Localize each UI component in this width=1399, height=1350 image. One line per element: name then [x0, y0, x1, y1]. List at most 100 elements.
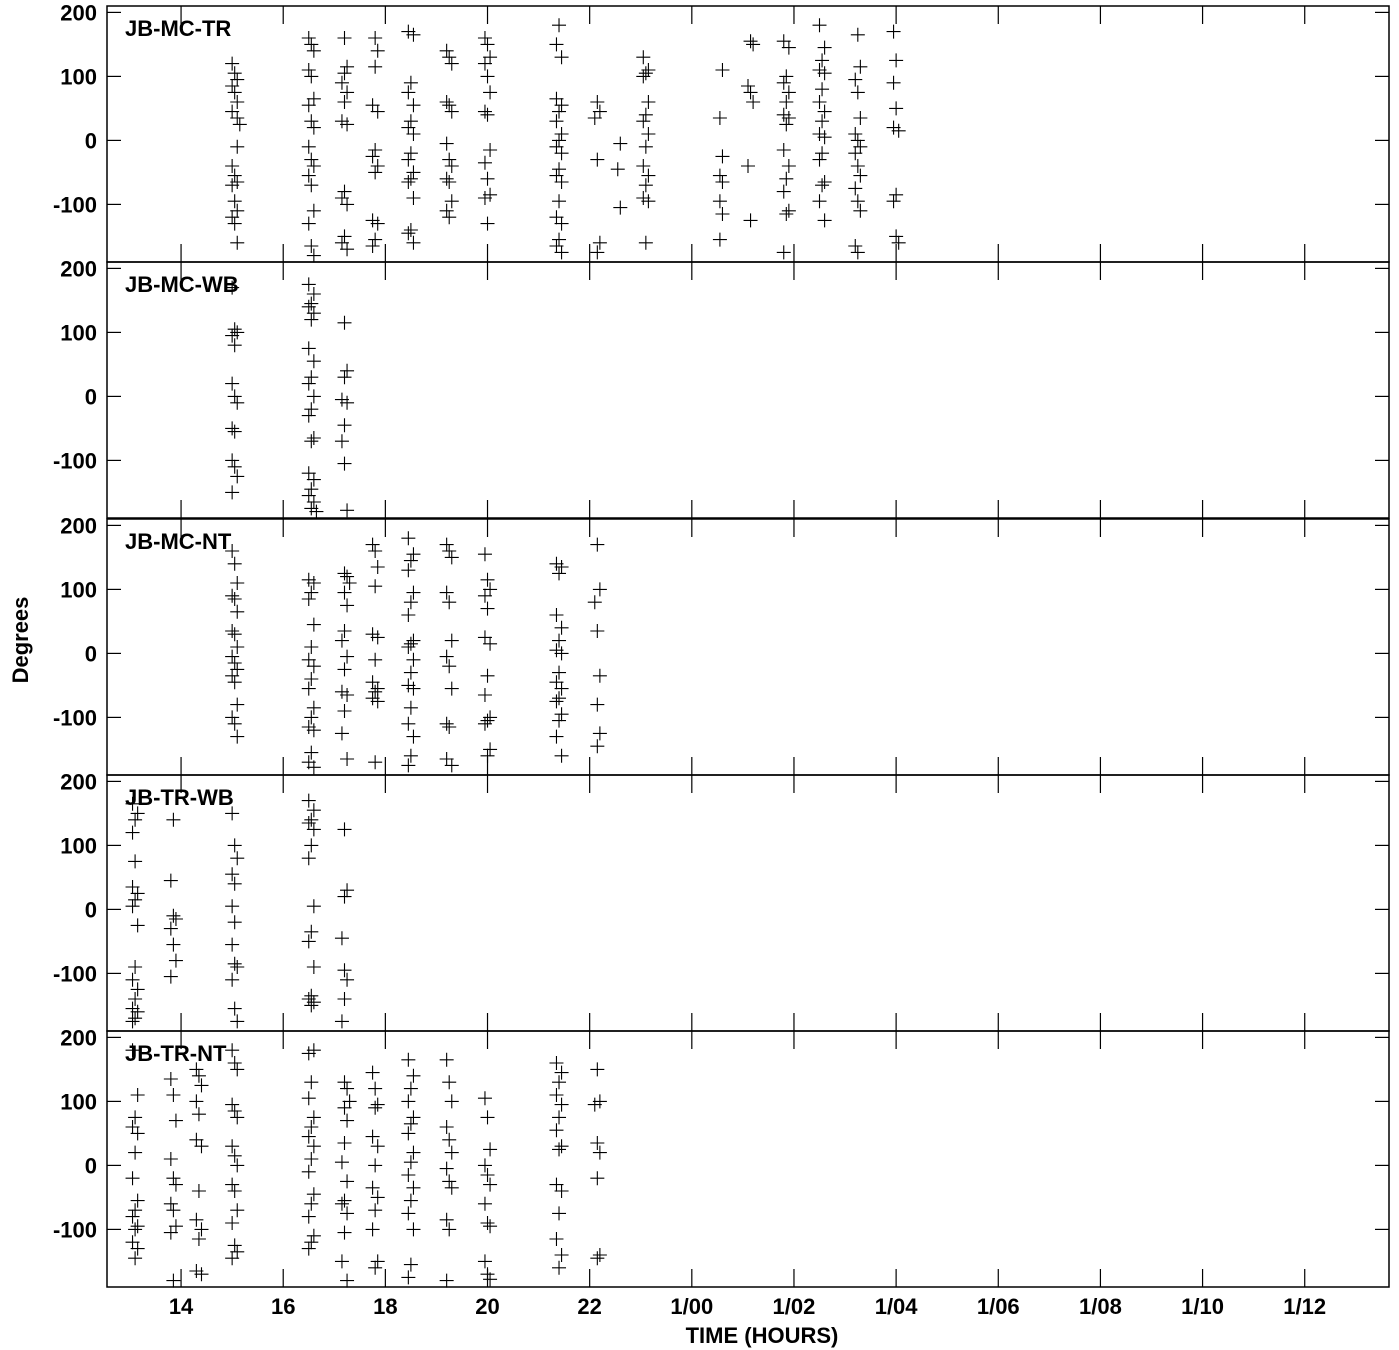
panel-frame	[106, 1030, 1390, 1288]
data-point	[592, 582, 607, 597]
data-point	[340, 569, 355, 584]
data-point	[444, 1094, 459, 1109]
data-point	[554, 175, 569, 189]
data-point	[227, 389, 242, 404]
data-point	[552, 1075, 567, 1090]
data-point	[480, 1216, 495, 1230]
data-point	[477, 688, 492, 702]
data-point	[368, 652, 383, 667]
data-point	[370, 1097, 385, 1112]
data-point	[334, 1014, 349, 1029]
data-point	[306, 760, 321, 775]
data-point	[439, 136, 454, 151]
data-point	[163, 1225, 178, 1240]
data-point	[403, 75, 418, 90]
data-point	[483, 742, 498, 757]
data-point	[301, 1241, 316, 1256]
data-point	[304, 1075, 319, 1090]
data-point	[225, 210, 240, 225]
data-point	[370, 630, 385, 645]
data-point	[368, 1260, 383, 1275]
data-point	[340, 972, 355, 987]
data-point	[306, 120, 321, 135]
data-point	[337, 963, 352, 978]
data-point	[715, 207, 730, 221]
data-point	[130, 1004, 145, 1019]
data-point	[477, 56, 492, 71]
data-point	[712, 194, 727, 209]
data-point	[641, 194, 656, 209]
data-point	[590, 739, 605, 754]
data-point	[342, 576, 357, 590]
data-point	[334, 1155, 349, 1170]
data-point	[552, 691, 567, 706]
data-point	[889, 53, 904, 68]
data-point	[125, 1014, 140, 1029]
data-point	[781, 111, 796, 125]
data-point	[304, 1152, 319, 1166]
data-point	[368, 143, 383, 157]
data-point	[592, 235, 607, 250]
data-point	[853, 111, 868, 125]
panels-group: 2001000-100JB-MC-TR2001000-100JB-MC-WB20…	[53, 0, 1390, 1319]
x-tick-label: 1/04	[875, 1294, 919, 1319]
panel-label: JB-TR-WB	[125, 785, 234, 810]
data-point	[444, 758, 459, 773]
data-point	[306, 899, 321, 914]
data-point	[128, 960, 143, 974]
data-point	[166, 1273, 181, 1288]
data-point	[227, 424, 242, 439]
data-point	[128, 1251, 143, 1266]
data-point	[850, 133, 865, 148]
data-point	[403, 1116, 418, 1131]
data-point	[230, 576, 245, 590]
data-point	[230, 1158, 245, 1173]
data-point	[230, 395, 245, 410]
data-point	[130, 1088, 145, 1102]
data-point	[301, 31, 316, 45]
data-point	[306, 203, 321, 218]
data-point	[889, 229, 904, 244]
data-point	[403, 146, 418, 161]
data-point	[552, 18, 567, 33]
data-point	[189, 1094, 204, 1109]
data-point	[554, 1184, 569, 1198]
data-point	[817, 104, 832, 119]
y-tick-label: -100	[53, 1217, 97, 1242]
data-point	[365, 1129, 380, 1144]
data-point	[334, 75, 349, 90]
data-point	[368, 1100, 383, 1115]
y-tick-label: 0	[85, 384, 97, 409]
data-point	[552, 1206, 567, 1221]
data-point	[230, 729, 245, 744]
data-point	[480, 69, 495, 84]
data-point	[776, 75, 791, 90]
data-point	[636, 69, 651, 84]
data-point	[304, 1120, 319, 1134]
data-point	[337, 315, 352, 330]
data-point	[337, 1075, 352, 1090]
data-point	[549, 608, 564, 622]
data-point	[301, 793, 316, 808]
data-point	[886, 194, 901, 209]
data-point	[225, 806, 240, 821]
data-point	[370, 560, 385, 574]
data-point	[480, 1168, 495, 1182]
data-point	[227, 592, 242, 606]
data-point	[365, 239, 380, 253]
data-point	[225, 56, 240, 71]
data-point	[301, 277, 316, 292]
data-point	[848, 127, 863, 141]
data-point	[304, 924, 319, 939]
data-point	[334, 931, 349, 946]
data-point	[779, 95, 794, 109]
data-point	[781, 40, 796, 55]
data-point	[168, 1113, 183, 1128]
data-point	[554, 646, 569, 661]
data-point	[776, 184, 791, 199]
data-point	[337, 624, 352, 638]
data-point	[741, 79, 755, 93]
data-point	[403, 665, 418, 680]
data-point	[306, 1228, 321, 1243]
